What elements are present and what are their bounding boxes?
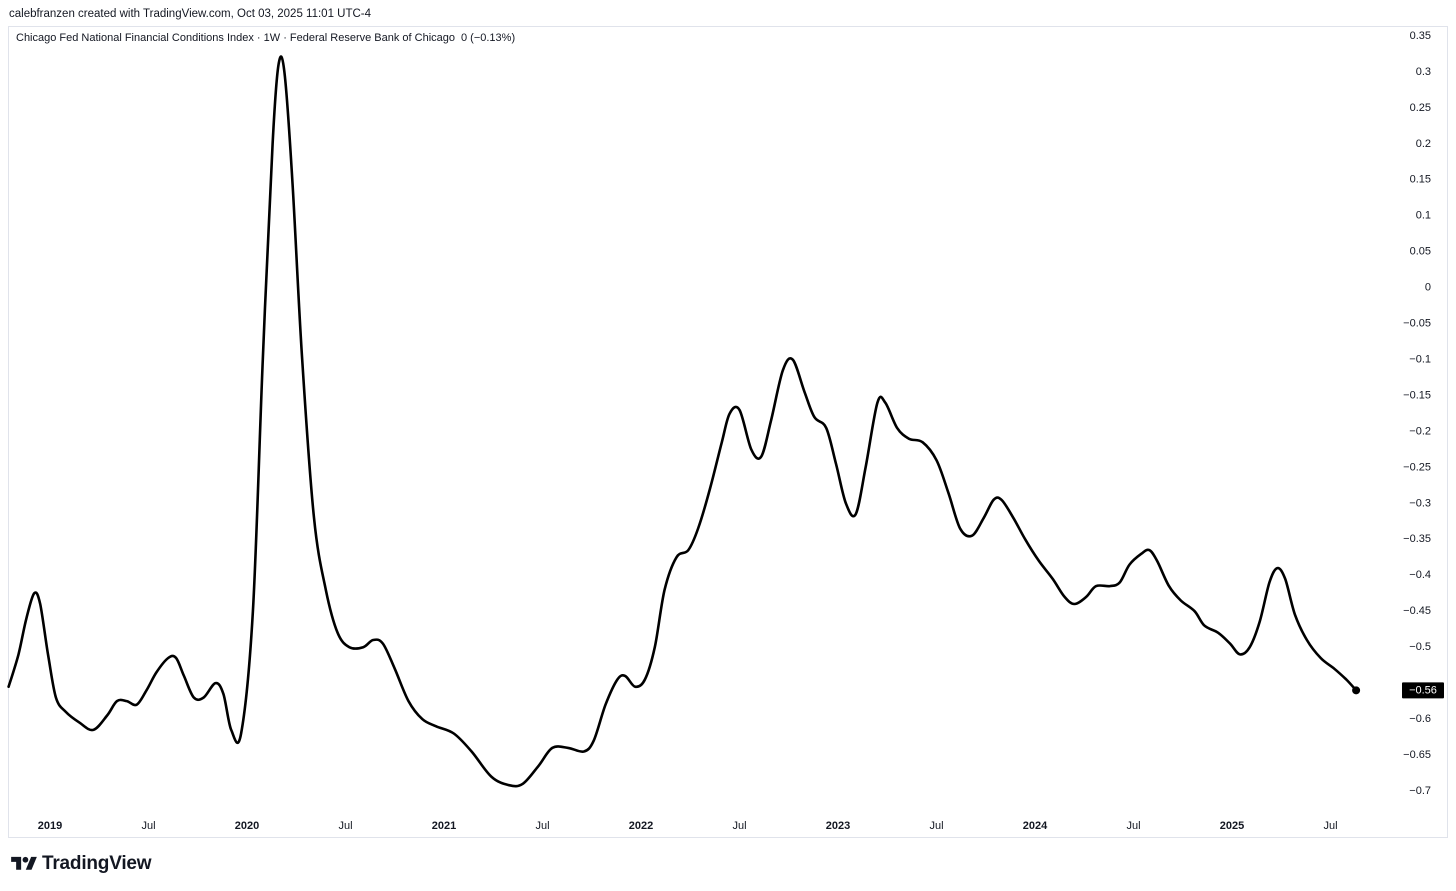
y-tick-label: −0.45 [1403,605,1431,617]
y-tick-label: −0.5 [1409,641,1431,653]
x-tick-label: 2024 [1023,820,1048,832]
x-tick-label: 2023 [826,820,850,832]
y-tick-label: −0.35 [1403,533,1431,545]
legend-value: 0 (−0.13%) [461,32,516,44]
x-tick-label: Jul [338,820,352,832]
y-tick-label: −0.2 [1409,425,1431,437]
last-value-marker [1352,686,1361,695]
y-tick-label: −0.6 [1409,713,1431,725]
x-tick-label: 2021 [432,820,456,832]
x-tick-label: 2020 [235,820,259,832]
y-tick-label: 0.2 [1416,138,1431,150]
last-value-badge-bg [1402,682,1444,699]
legend-title: Chicago Fed National Financial Condition… [16,32,455,44]
y-tick-label: −0.65 [1403,749,1431,761]
x-tick-label: Jul [1126,820,1140,832]
y-tick-label: 0.05 [1410,246,1431,258]
x-tick-label: Jul [732,820,746,832]
chart-frame [8,26,1448,838]
y-axis[interactable]: 0.35 0.3 0.25 0.2 0.15 0.1 0.05 0 −0.05 −0.1 −0.15… [1403,30,1431,797]
y-tick-label: 0.15 [1410,174,1431,186]
y-tick-label: −0.05 [1403,318,1431,330]
y-tick-label: −0.7 [1409,785,1431,797]
x-tick-label: 2025 [1220,820,1244,832]
x-tick-label: 2022 [629,820,653,832]
y-tick-label: −0.3 [1409,497,1431,509]
brand-name: TradingView [42,853,152,874]
y-tick-label: 0.25 [1410,102,1431,114]
series-line [7,55,1358,788]
last-value-badge: −0.56 [1402,682,1444,699]
series-legend[interactable]: Chicago Fed National Financial Condition… [16,32,515,44]
tradingview-logo-icon [11,856,37,870]
y-tick-label: 0.1 [1416,210,1431,222]
y-tick-label: −0.15 [1403,389,1431,401]
y-tick-label: 0.35 [1410,30,1431,42]
x-tick-label: Jul [141,820,155,832]
x-tick-label: Jul [535,820,549,832]
y-tick-label: −0.4 [1409,569,1431,581]
x-axis[interactable]: 2019 Jul 2020 Jul 2021 Jul 2022 Jul 2023 Jul 2024 J… [38,820,1338,832]
chart-credit: calebfranzen created with TradingView.co… [9,8,372,20]
y-tick-label: −0.25 [1403,461,1431,473]
last-value-label: −0.56 [1409,685,1437,697]
brand[interactable]: TradingView [10,853,152,875]
y-tick-label: 0.3 [1416,66,1431,78]
y-tick-label: −0.1 [1409,353,1431,365]
x-tick-label: Jul [1323,820,1337,832]
y-tick-label: 0 [1425,282,1431,294]
x-tick-label: 2019 [38,820,62,832]
x-tick-label: Jul [929,820,943,832]
